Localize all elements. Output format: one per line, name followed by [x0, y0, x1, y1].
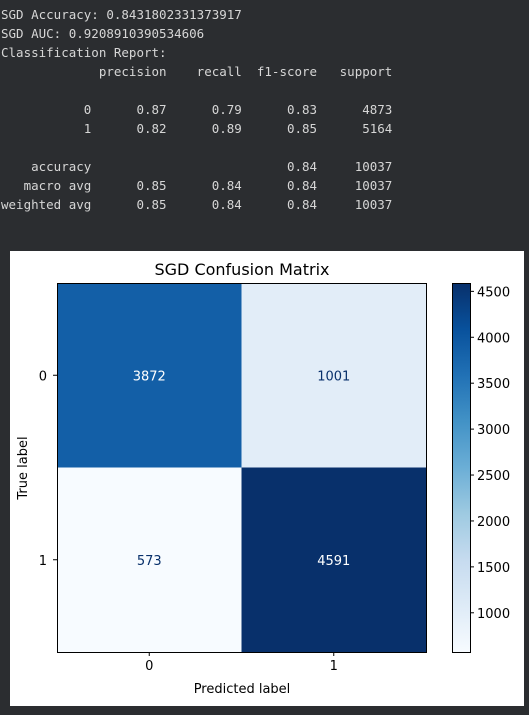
colorbar-ticks: 1000 1500 2000 2500 3000 3500 4000 4500 — [470, 285, 510, 621]
colorbar-tick-label: 3000 — [477, 423, 510, 438]
cell-value-label: 4591 — [317, 554, 350, 569]
heatmap-cells: 3872 1001 573 4591 — [57, 283, 427, 653]
cell-value-label: 3872 — [133, 369, 166, 384]
colorbar-tick-label: 1500 — [477, 561, 510, 576]
y-tick-label: 0 — [39, 369, 47, 384]
report-summary-row: macro avg 0.85 0.84 0.84 10037 — [1, 176, 392, 195]
colorbar — [452, 283, 470, 652]
console-output: SGD Accuracy: 0.8431802331373917 SGD AUC… — [0, 0, 529, 240]
cell-value-label: 573 — [137, 554, 162, 569]
colorbar-tick-label: 2000 — [477, 515, 510, 530]
report-title: Classification Report: — [1, 43, 167, 62]
colorbar-tick-label: 1000 — [477, 607, 510, 622]
colorbar-tick-label: 2500 — [477, 469, 510, 484]
colorbar-tick-label: 3500 — [477, 377, 510, 392]
auc-line: SGD AUC: 0.9208910390534606 — [1, 24, 204, 43]
report-header: precision recall f1-score support — [1, 62, 392, 81]
colorbar-tick-label: 4500 — [477, 285, 510, 300]
x-tick-label: 1 — [330, 659, 338, 674]
report-summary-row: weighted avg 0.85 0.84 0.84 10037 — [1, 195, 392, 214]
cell-value-label: 1001 — [317, 369, 350, 384]
y-axis-label: True label — [16, 436, 31, 500]
report-row: 1 0.82 0.89 0.85 5164 — [1, 119, 392, 138]
report-row: 0 0.87 0.79 0.83 4873 — [1, 100, 392, 119]
x-axis-label: Predicted label — [194, 682, 291, 697]
colorbar-tick-label: 4000 — [477, 331, 510, 346]
report-summary-row: accuracy 0.84 10037 — [1, 157, 392, 176]
x-tick-label: 0 — [145, 659, 153, 674]
accuracy-line: SGD Accuracy: 0.8431802331373917 — [1, 5, 242, 24]
y-tick-label: 1 — [39, 554, 47, 569]
chart-title: SGD Confusion Matrix — [154, 260, 329, 279]
